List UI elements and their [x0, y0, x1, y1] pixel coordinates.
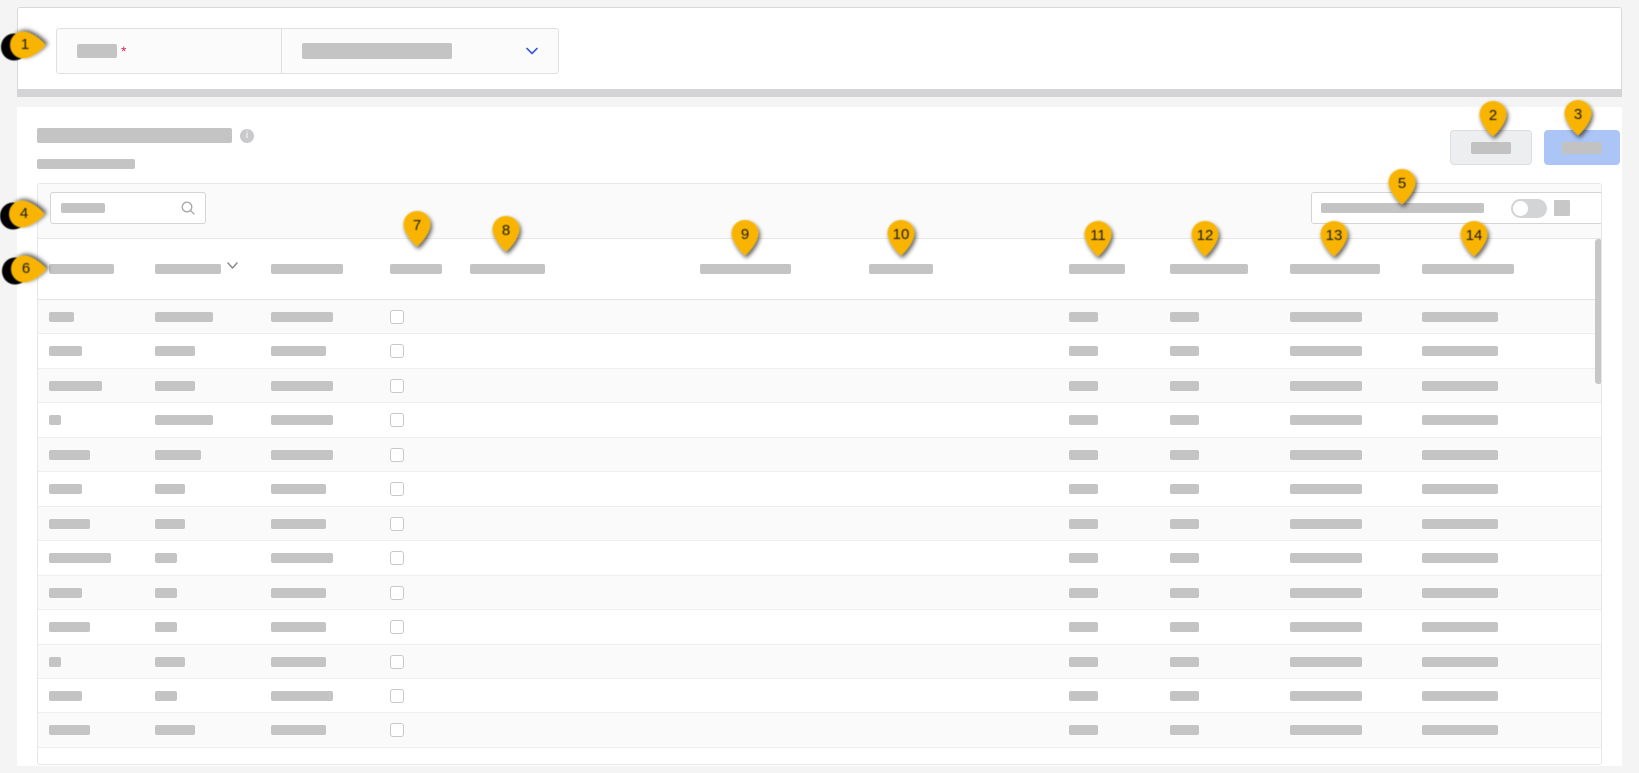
svg-text:11: 11: [1090, 227, 1106, 244]
svg-text:3: 3: [1574, 106, 1582, 123]
svg-text:9: 9: [741, 226, 749, 243]
svg-text:10: 10: [893, 226, 910, 243]
svg-text:4: 4: [20, 205, 28, 222]
svg-text:5: 5: [1398, 175, 1406, 192]
svg-text:12: 12: [1197, 227, 1214, 244]
svg-text:13: 13: [1326, 227, 1343, 244]
svg-text:7: 7: [413, 217, 421, 234]
svg-text:6: 6: [22, 260, 30, 277]
svg-text:8: 8: [502, 222, 510, 239]
svg-text:2: 2: [1489, 107, 1497, 124]
svg-text:1: 1: [21, 36, 29, 53]
svg-text:14: 14: [1466, 227, 1483, 244]
